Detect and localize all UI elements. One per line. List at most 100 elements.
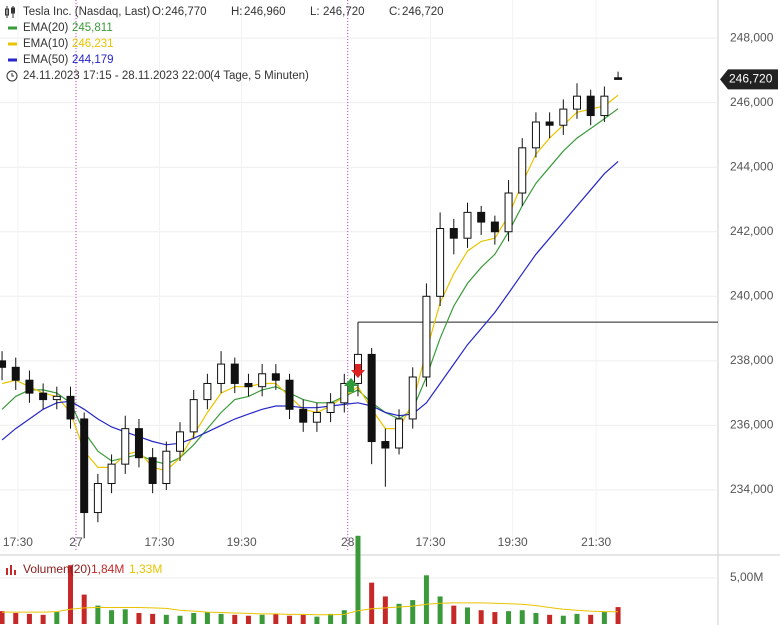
sell-signal [351,364,365,378]
volume-bar [437,596,443,624]
volume-bar [615,607,621,624]
x-tick-label: 19:30 [227,535,257,549]
x-tick-label: 17:30 [416,535,446,549]
ohlc-value: 246,770 [165,6,207,18]
volume-bar [601,612,607,624]
volume-bar [341,610,347,624]
candle-body [312,412,321,423]
candle-body [545,121,554,126]
candle-body [490,221,499,233]
candle-body [258,373,267,388]
candle-body [134,428,143,459]
volume-bar [355,535,361,624]
x-tick-label: 17:30 [144,535,174,549]
volume-ma-line [2,602,619,616]
volume-bar [382,596,388,624]
last-price-label: 246,720 [729,72,773,86]
volume-bar [287,615,293,624]
candle-body [518,147,527,194]
candle-body [299,408,308,423]
volume-name: Volumen(20) [23,562,91,576]
clock-hand [11,73,14,77]
x-tick-label: 17:30 [3,535,33,549]
y-tick-label: 248,000 [730,30,774,44]
candle-body [230,363,239,384]
volume-icon [10,565,12,575]
ohlc-label: L: [310,6,320,18]
candle-body [586,95,595,117]
ohlc-label: O: [152,6,164,18]
candle-icon [5,6,15,18]
ema-line [1,94,619,472]
ohlc-value: 246,960 [244,6,286,18]
legend-name: EMA(20) [23,22,69,34]
volume-bar [396,603,402,624]
volume-bar [314,616,320,624]
legend-value: 245,811 [72,22,113,34]
candle-body [189,399,198,433]
volume-last: 1,84M [91,562,124,576]
volume-bar [218,613,224,624]
last-price-marker [720,69,778,90]
volume-bar [259,614,265,624]
y-tick-label: 234,000 [730,482,774,496]
volume-bar [177,615,183,624]
volume-bar [273,613,279,624]
volume-bar [533,612,539,624]
legend-name: EMA(10) [23,38,69,50]
candle-body [285,379,294,410]
volume-bar [26,613,32,624]
candle-body [614,77,623,80]
volume-bar [191,612,197,624]
candle-body [326,402,335,413]
x-tick-label: 27 [69,535,83,549]
y-tick-label: 240,000 [730,288,774,302]
candle-body [271,373,280,381]
volume-bar [560,615,566,624]
candle-body [600,95,609,117]
candle-body [422,295,431,378]
volume-bar [464,607,470,624]
ohlc-label: H: [231,6,243,18]
legend-value: 246,231 [72,38,114,50]
ohlc-value: 246,720 [323,6,365,18]
volume-legend: Volumen(20) 1,84M 1,33M [6,562,162,576]
candle-body [463,211,472,239]
title: Tesla Inc. (Nasdaq, Last) [23,6,150,18]
legend-value: 244,179 [72,54,114,66]
candle-body [66,395,75,420]
candle-body [381,441,390,449]
period: 24.11.2023 17:15 - 28.11.2023 22:00 [23,70,211,82]
clock-icon [6,70,18,82]
volume-bar [109,610,115,624]
volume-bar [451,605,457,624]
legend-swatch [8,58,17,62]
volume-bar [67,565,73,624]
candle-body [244,382,253,388]
y-tick-label: 236,000 [730,418,774,432]
volume-bar [13,612,19,624]
candle-body [80,418,89,514]
volume-bar [547,614,553,624]
volume-bar [40,614,46,624]
signals [344,364,365,392]
volume-bar [245,615,251,624]
candle-body [449,228,458,239]
candle-body [121,428,130,465]
candle-body [39,392,48,401]
volume-bar [81,594,87,624]
ohlc-value: 246,720 [402,6,444,18]
candle-body [477,211,486,223]
volume-bar [519,610,525,624]
legend-swatch [8,42,17,46]
candle-body [408,376,417,420]
candle-body [162,450,171,485]
volume-bar [0,611,5,624]
y-tick-label: 246,000 [730,95,774,109]
candle-body [93,483,102,514]
volume-bar [54,612,60,624]
y-tick-label: 242,000 [730,224,774,238]
period-note: (4 Tage, 5 Minuten) [210,70,309,82]
volume-bar [204,612,210,624]
